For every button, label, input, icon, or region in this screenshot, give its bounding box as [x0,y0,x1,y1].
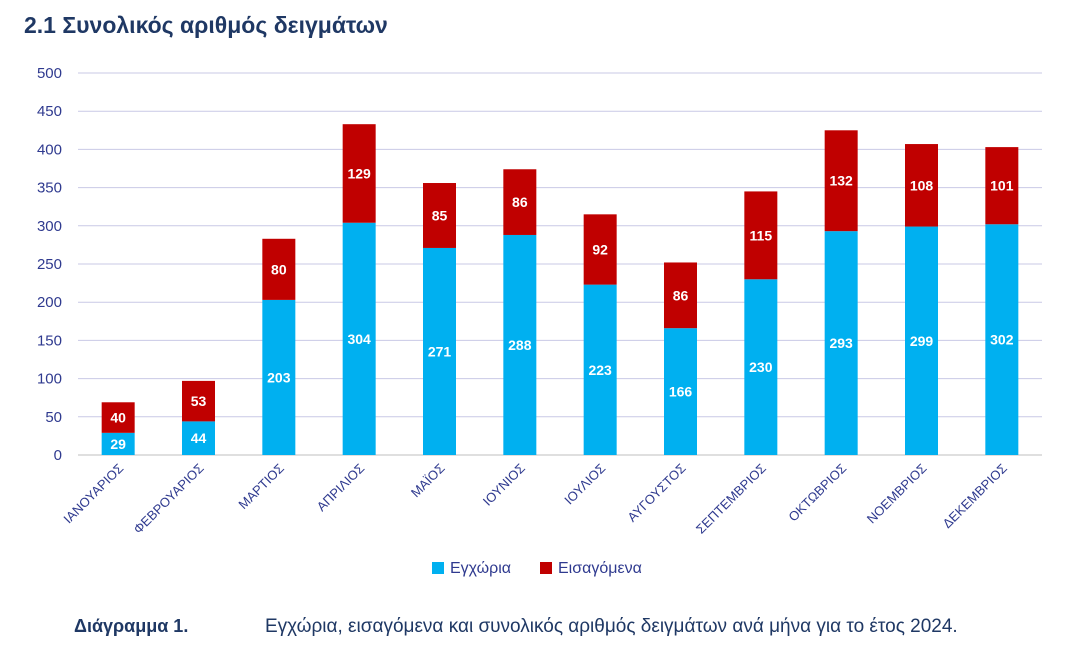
x-tick-label: ΣΕΠΤΕΜΒΡΙΟΣ [693,461,769,537]
legend-swatch [540,562,552,574]
bar-segment-domestic [342,222,376,455]
bar-segment-domestic [423,247,456,455]
bar-segment-imported [342,124,376,223]
caption-label: Διάγραμμα 1. [74,616,189,636]
x-axis: ΙΑΝΟΥΑΡΙΟΣ ΦΕΒΡΟΥΑΡΙΟΣ ΜΑΡΤΙΟΣ ΑΠΡΙΛΙΟΣ ΜΑΪΟ… [60,461,1010,537]
data-label: 230 [749,359,773,375]
bar-segment-imported [262,238,296,300]
data-label: 108 [910,177,934,193]
bars: 29 40 44 53 203 80 304 129 271 85 288 86 223 92 166 86 2… [101,124,1019,455]
bar-segment-domestic [583,284,617,455]
y-tick-label: 450 [37,103,62,120]
data-label: 293 [829,335,853,351]
x-tick-label: ΑΠΡΙΛΙΟΣ [314,461,368,515]
bar-segment-imported [182,380,215,422]
y-tick-label: 300 [37,218,62,235]
section-heading: 2.1 Συνολικός αριθμός δειγμάτων [24,12,388,38]
data-label: 92 [592,241,608,257]
data-label: 304 [347,331,371,347]
bar-segment-imported [101,402,135,433]
y-tick-label: 500 [37,65,62,82]
bar-segment-domestic [824,231,858,455]
data-label: 86 [512,194,528,210]
gridlines [78,72,1042,456]
bar-segment-imported [905,144,938,227]
data-label: 271 [428,343,452,359]
bar-segment-imported [664,262,697,329]
data-label: 29 [110,436,126,452]
bar-segment-domestic [664,328,697,455]
x-tick-label: ΙΟΥΝΙΟΣ [480,461,528,509]
data-label: 40 [110,410,126,426]
data-label: 44 [191,430,207,446]
bar-segment-domestic [744,279,778,455]
data-label: 302 [990,332,1014,348]
bar-segment-domestic [905,226,938,455]
legend: Εγχώρια Εισαγόμενα [432,560,642,577]
x-tick-label: ΜΑΡΤΙΟΣ [235,461,287,513]
y-tick-label: 250 [37,256,62,273]
y-tick-label: 400 [37,141,62,158]
x-tick-label: ΦΕΒΡΟΥΑΡΙΟΣ [130,461,206,537]
data-label: 223 [588,362,612,378]
legend-label: Εισαγόμενα [558,560,642,577]
legend-label: Εγχώρια [450,560,511,577]
y-tick-label: 100 [37,371,62,388]
chart-panel: 0 50 100 150 200 250 300 350 400 450 500 29 40 44 53 2… [22,56,1052,596]
data-label: 129 [347,165,371,181]
bar-segment-domestic [985,224,1019,455]
bar-segment-imported [985,147,1019,225]
caption-text: Εγχώρια, εισαγόμενα και συνολικός αριθμό… [265,616,958,637]
bar-segment-domestic [262,299,296,455]
legend-swatch [432,562,444,574]
x-tick-label: ΝΟΕΜΒΡΙΟΣ [864,461,930,527]
data-label: 299 [910,333,934,349]
data-label: 86 [673,287,689,303]
data-label: 53 [191,393,207,409]
data-label: 80 [271,261,287,277]
data-label: 101 [990,178,1014,194]
data-label: 85 [432,207,448,223]
bar-segment-domestic [101,432,135,455]
bar-segment-imported [423,183,456,248]
data-label: 115 [750,227,773,243]
data-label: 166 [669,384,693,400]
bar-segment-imported [824,130,858,232]
x-tick-label: ΔΕΚΕΜΒΡΙΟΣ [939,461,1009,531]
x-tick-label: ΟΚΤΩΒΡΙΟΣ [785,461,849,525]
bar-segment-imported [503,169,537,235]
y-axis: 0 50 100 150 200 250 300 350 400 450 500 [37,65,62,464]
y-tick-label: 150 [37,332,62,349]
bar-segment-imported [744,191,778,280]
data-label: 288 [508,337,532,353]
y-tick-label: 350 [37,180,62,197]
x-tick-label: ΑΥΓΟΥΣΤΟΣ [624,461,688,525]
y-tick-label: 200 [37,294,62,311]
x-tick-label: ΙΑΝΟΥΑΡΙΟΣ [60,461,126,527]
x-tick-label: ΙΟΥΛΙΟΣ [561,461,608,508]
y-tick-label: 0 [54,447,62,464]
data-label: 132 [829,173,853,189]
bar-segment-domestic [182,421,215,455]
x-tick-label: ΜΑΪΟΣ [408,461,448,501]
bar-segment-domestic [503,234,537,455]
y-tick-label: 50 [45,409,62,426]
data-label: 203 [267,369,291,385]
bar-segment-imported [583,214,617,285]
